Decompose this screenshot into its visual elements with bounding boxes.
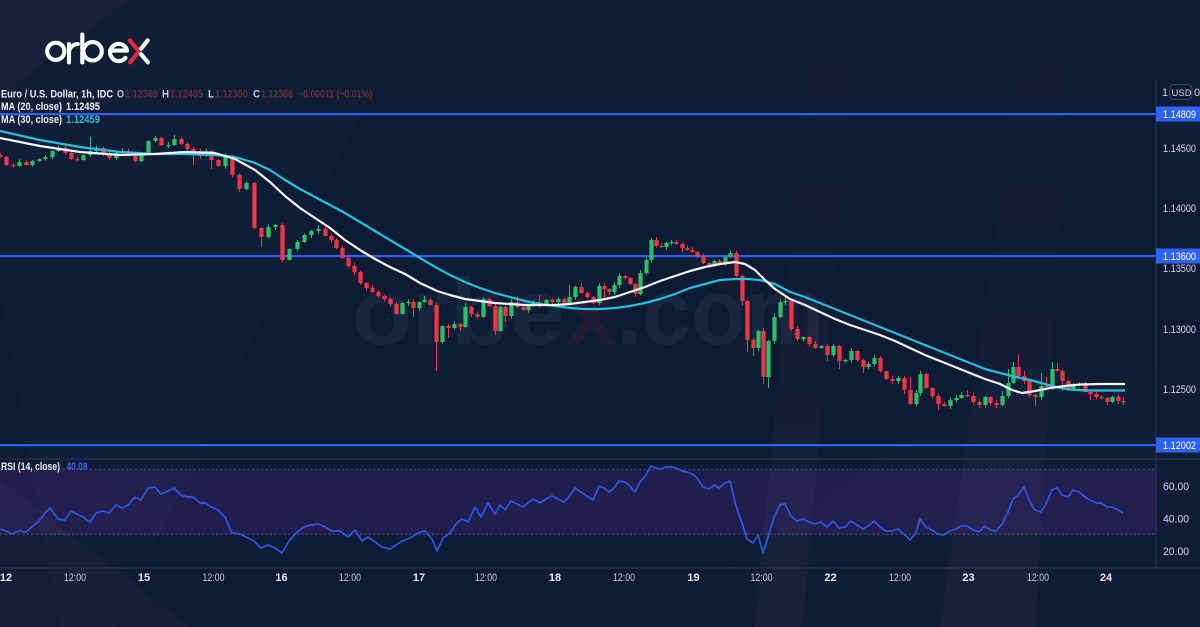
- svg-text:.com: .com: [617, 259, 825, 364]
- svg-text:x: x: [565, 259, 617, 364]
- svg-text:15: 15: [138, 572, 150, 584]
- svg-text:C: C: [253, 89, 260, 101]
- svg-text:1.14000: 1.14000: [1163, 203, 1196, 215]
- svg-text:1.14500: 1.14500: [1163, 143, 1196, 155]
- svg-text:17: 17: [413, 572, 425, 584]
- svg-text:Euro / U.S. Dollar, 1h, IDC: Euro / U.S. Dollar, 1h, IDC: [1, 89, 113, 101]
- svg-text:0: 0: [1194, 87, 1200, 99]
- svg-text:12:00: 12:00: [751, 572, 773, 584]
- svg-text:12:00: 12:00: [889, 572, 911, 584]
- svg-text:1.12459: 1.12459: [66, 114, 100, 126]
- svg-text:18: 18: [549, 572, 561, 584]
- svg-text:40.00: 40.00: [1163, 514, 1189, 526]
- svg-text:12:00: 12:00: [475, 572, 497, 584]
- svg-text:1.: 1.: [1162, 87, 1171, 99]
- svg-text:60.00: 60.00: [1163, 481, 1189, 493]
- svg-text:−0.00011 (−0.01%): −0.00011 (−0.01%): [298, 89, 372, 101]
- svg-text:1.12350: 1.12350: [215, 89, 248, 101]
- svg-text:RSI (14, close): RSI (14, close): [1, 461, 60, 473]
- svg-text:12:00: 12:00: [339, 572, 361, 584]
- svg-text:L: L: [208, 89, 214, 101]
- svg-text:22: 22: [824, 572, 836, 584]
- svg-text:1.13500: 1.13500: [1163, 263, 1196, 275]
- svg-text:12:00: 12:00: [203, 572, 225, 584]
- svg-text:12: 12: [0, 572, 12, 584]
- svg-text:1.12366: 1.12366: [261, 89, 293, 101]
- svg-text:1.12369: 1.12369: [125, 89, 158, 101]
- svg-text:orbe: orbe: [352, 259, 565, 364]
- svg-text:20.00: 20.00: [1163, 546, 1189, 558]
- svg-text:1.12405: 1.12405: [170, 89, 203, 101]
- svg-text:O: O: [117, 89, 124, 101]
- svg-text:1.13000: 1.13000: [1163, 324, 1196, 336]
- svg-text:MA (20, close): MA (20, close): [1, 101, 62, 113]
- svg-text:USD: USD: [1172, 88, 1192, 99]
- svg-text:1.12002: 1.12002: [1163, 440, 1196, 452]
- svg-text:1.12495: 1.12495: [66, 101, 100, 113]
- svg-text:1.14809: 1.14809: [1163, 109, 1196, 121]
- svg-text:1.13600: 1.13600: [1163, 251, 1196, 263]
- svg-text:1.12500: 1.12500: [1163, 384, 1196, 396]
- svg-text:H: H: [162, 89, 169, 101]
- svg-text:24: 24: [1100, 572, 1113, 584]
- svg-text:12:00: 12:00: [64, 572, 86, 584]
- svg-text:19: 19: [687, 572, 699, 584]
- svg-text:12:00: 12:00: [1027, 572, 1049, 584]
- svg-text:12:00: 12:00: [613, 572, 635, 584]
- svg-text:23: 23: [962, 572, 974, 584]
- svg-text:MA (30, close): MA (30, close): [1, 114, 62, 126]
- svg-text:40.08: 40.08: [67, 461, 88, 473]
- svg-text:16: 16: [275, 572, 287, 584]
